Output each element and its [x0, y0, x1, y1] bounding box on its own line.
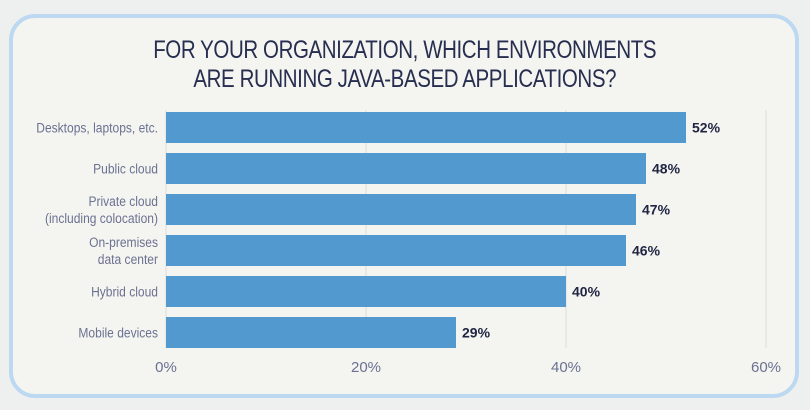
- bar: [166, 235, 626, 266]
- bar: [166, 194, 636, 225]
- chart-title: FOR YOUR ORGANIZATION, WHICH ENVIRONMENT…: [0, 36, 810, 94]
- x-tick-label: 20%: [351, 359, 381, 376]
- category-label: data center: [98, 251, 159, 267]
- bar: [166, 153, 646, 184]
- category-label: Private cloud: [88, 193, 158, 209]
- category-label: Desktops, laptops, etc.: [36, 120, 158, 136]
- data-label: 40%: [572, 284, 601, 300]
- data-label: 29%: [462, 325, 491, 341]
- category-label: Hybrid cloud: [91, 284, 158, 300]
- data-label: 52%: [692, 120, 721, 136]
- x-tick-label: 0%: [155, 359, 177, 376]
- bar: [166, 112, 686, 143]
- data-label: 46%: [632, 243, 661, 259]
- category-label: Public cloud: [93, 161, 158, 177]
- bar: [166, 317, 456, 348]
- bar: [166, 276, 566, 307]
- data-label: 48%: [652, 161, 681, 177]
- x-tick-label: 40%: [551, 359, 581, 376]
- chart-title-line-2: ARE RUNNING JAVA-BASED APPLICATIONS?: [193, 65, 617, 93]
- chart-title-line-1: FOR YOUR ORGANIZATION, WHICH ENVIRONMENT…: [153, 36, 657, 64]
- x-tick-label: 60%: [751, 359, 781, 376]
- category-label: (including colocation): [45, 210, 158, 226]
- category-label: On-premises: [89, 234, 158, 250]
- category-label: Mobile devices: [78, 325, 158, 341]
- data-label: 47%: [642, 202, 671, 218]
